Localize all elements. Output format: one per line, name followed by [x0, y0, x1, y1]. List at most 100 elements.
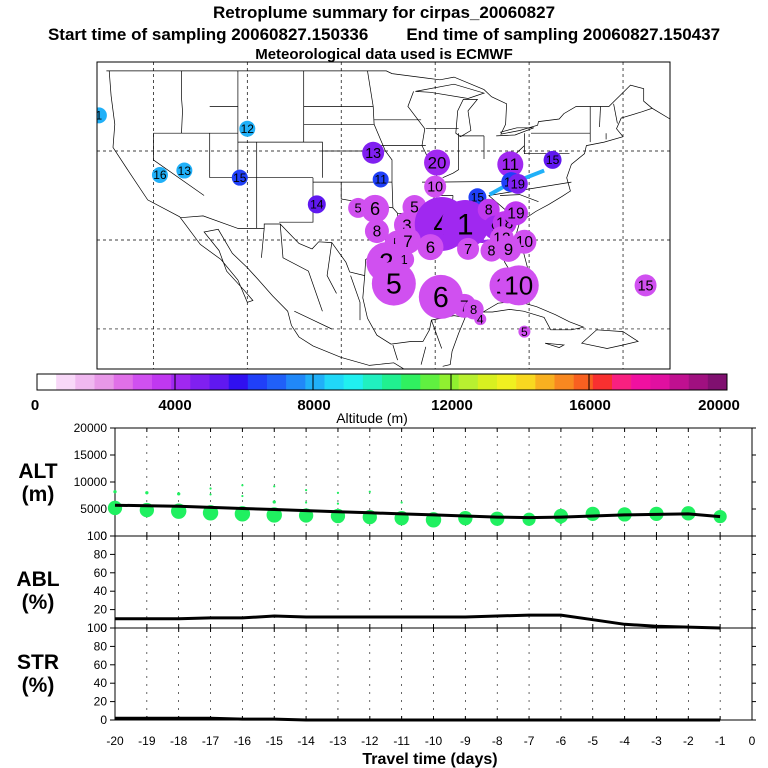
x-tick-label: -15 [266, 734, 284, 748]
y-tick-label: 80 [94, 639, 108, 653]
x-tick-label: 0 [749, 734, 756, 748]
y-tick-label: 80 [94, 547, 108, 561]
altitude-cluster-point [490, 511, 505, 526]
colorbar-swatch [401, 374, 421, 390]
y-tick-label: 100 [87, 621, 107, 635]
altitude-cluster-point [368, 490, 371, 493]
plume-age-label: 1 [457, 208, 474, 241]
plume-age-label: 11 [374, 173, 387, 187]
x-tick-label: -12 [361, 734, 379, 748]
colorbar-swatch [631, 374, 651, 390]
plume-age-label: 5 [355, 200, 362, 215]
x-tick-label: -13 [329, 734, 347, 748]
state-border [488, 181, 572, 196]
y-tick-label: 40 [94, 676, 108, 690]
sampling-times: Start time of sampling 20060827.150336 En… [0, 25, 768, 44]
met-data-label: Meteorological data used is ECMWF [255, 46, 513, 63]
altitude-cluster-point [559, 520, 563, 525]
colorbar-swatch [420, 374, 440, 390]
mexico-state-border [326, 242, 337, 294]
colorbar-swatch [94, 374, 114, 390]
plume-age-label: 8 [488, 244, 496, 260]
alt-panel-unit: (m) [22, 483, 55, 506]
plume-cluster [176, 162, 193, 179]
x-tick-label: -1 [715, 734, 726, 748]
altitude-cluster-point [273, 485, 276, 488]
plume-age-label: 12 [241, 122, 255, 136]
state-border [613, 103, 618, 124]
colorbar-tick-2: 8000 [297, 397, 330, 414]
hispaniola-outline [580, 329, 639, 349]
plume-cluster [518, 325, 531, 338]
colorbar-swatch [362, 374, 383, 390]
chart-title: Retroplume summary for cirpas_20060827 [212, 3, 556, 22]
altitude-cluster-point [272, 500, 276, 504]
x-tick-label: -10 [425, 734, 443, 748]
colorbar-tick-3: 12000 [431, 397, 473, 414]
plume-cluster [371, 261, 416, 306]
plume-age-label: 9 [504, 240, 513, 259]
colorbar-swatch [688, 374, 709, 390]
colorbar-tick-1: 4000 [158, 397, 191, 414]
plume-age-label: 4 [477, 312, 484, 326]
panel-str: 0 20 40 60 80 100 [87, 621, 756, 727]
altitude-cluster-point [305, 501, 308, 504]
y-tick-label: 60 [94, 566, 108, 580]
colorbar-swatch [382, 374, 402, 390]
plume-cluster [441, 199, 490, 248]
x-tick-label: -14 [297, 734, 315, 748]
fraction-line [115, 716, 721, 722]
colorbar-swatch [707, 374, 728, 390]
altitude-cluster-point [400, 501, 403, 504]
alt-panel-label: ALT [18, 460, 57, 483]
colorbar-swatch [324, 374, 344, 390]
colorbar-swatch [152, 374, 172, 390]
plume-cluster [495, 235, 522, 262]
plume-age-label: 19 [507, 206, 524, 223]
y-tick-label: 20 [94, 695, 108, 709]
plume-age-label: 11 [502, 155, 520, 174]
time-series-panels: 0500010000150002000002040608010002040608… [74, 421, 756, 748]
plume-age-label: 13 [178, 164, 192, 178]
colorbar-frame [36, 373, 728, 391]
state-border [435, 180, 514, 183]
altitude-cluster-point [522, 512, 536, 526]
abl-panel-label: ABL [16, 568, 59, 591]
plume-cluster [497, 151, 524, 178]
plume-age-label: 6 [433, 282, 449, 314]
altitude-cluster-point [209, 493, 212, 496]
colorbar-swatch [573, 374, 594, 390]
plume-cluster [97, 107, 107, 124]
panel-alt: 0 5000 10000 15000 20000 [74, 421, 756, 543]
plume-age-label: 8 [373, 224, 382, 241]
x-axis-label: Travel time (days) [362, 751, 497, 768]
mexico-state-border [279, 223, 323, 312]
plume-age-label: 5 [410, 200, 419, 217]
plume-age-label: 3 [402, 216, 411, 235]
altitude-cluster-point [713, 509, 727, 524]
plume-age-label: 15 [546, 153, 560, 167]
colorbar-swatch [497, 374, 517, 390]
panel-abl: 0 20 40 60 80 100 [87, 529, 756, 635]
plume-age-label: 15 [233, 171, 247, 185]
colorbar-swatch [554, 374, 574, 390]
lake-superior [415, 83, 486, 99]
plume-age-label: 15 [471, 190, 485, 204]
plume-cluster [543, 150, 562, 169]
plume-cluster [457, 237, 480, 260]
altitude-cluster-point [241, 484, 244, 487]
colorbar-swatch [612, 374, 632, 390]
y-tick-label: 5000 [80, 502, 107, 516]
state-border [499, 194, 539, 203]
fraction-line [115, 613, 721, 630]
altitude-cluster-point [241, 494, 244, 498]
plume-cluster [634, 274, 657, 297]
plume-age-label: 16 [153, 168, 167, 182]
altitude-cluster-point [145, 491, 149, 495]
str-panel-label: STR [17, 651, 59, 674]
colorbar-swatch [592, 374, 613, 390]
plume-cluster [424, 149, 451, 176]
plume-age-label: 1 [96, 109, 103, 123]
plume-cluster [417, 234, 444, 261]
